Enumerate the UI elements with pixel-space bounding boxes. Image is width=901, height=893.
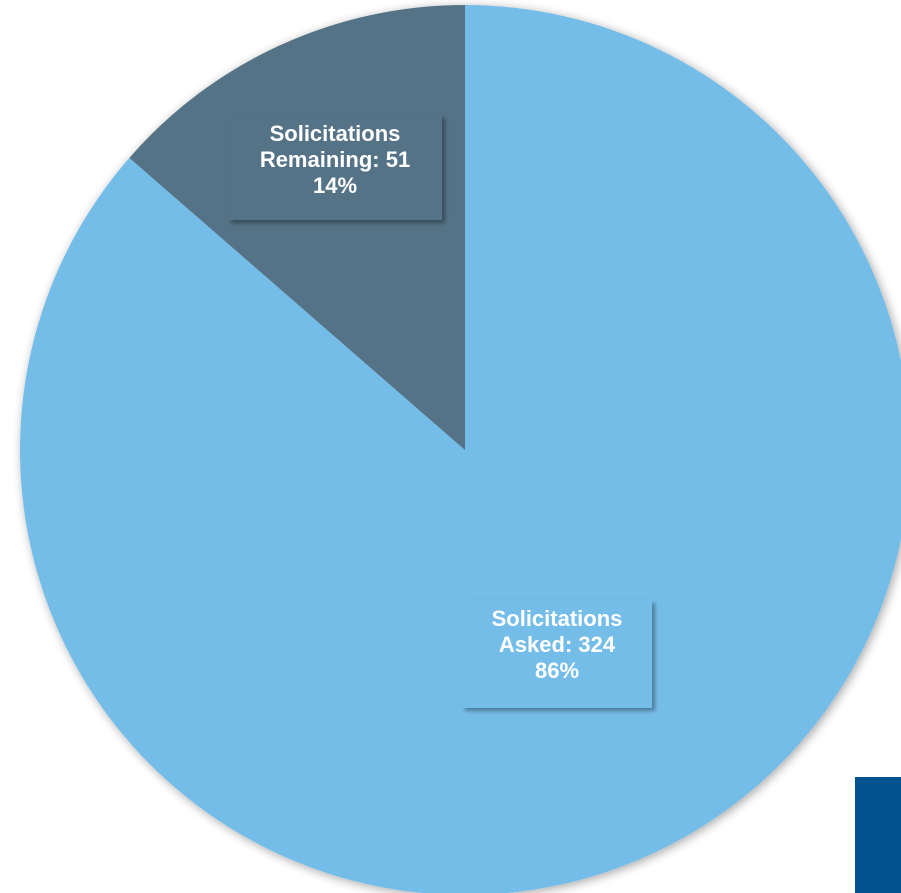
slice-label-line: 14% bbox=[312, 173, 358, 198]
corner-decoration-block bbox=[855, 777, 901, 893]
slice-label-line: Solicitations bbox=[491, 606, 623, 631]
slice-label-line: 86% bbox=[534, 658, 580, 683]
slice-label-line: Asked: 324 bbox=[498, 632, 616, 657]
slice-label-line: Remaining: 51 bbox=[259, 147, 411, 172]
slice-label-line: Solicitations bbox=[269, 121, 401, 146]
slice-label-solicitations-asked: Solicitations Asked: 324 86% bbox=[462, 600, 652, 708]
pie-slice-solicitations-asked bbox=[20, 5, 901, 893]
slice-label-solicitations-remaining: Solicitations Remaining: 51 14% bbox=[228, 115, 442, 220]
